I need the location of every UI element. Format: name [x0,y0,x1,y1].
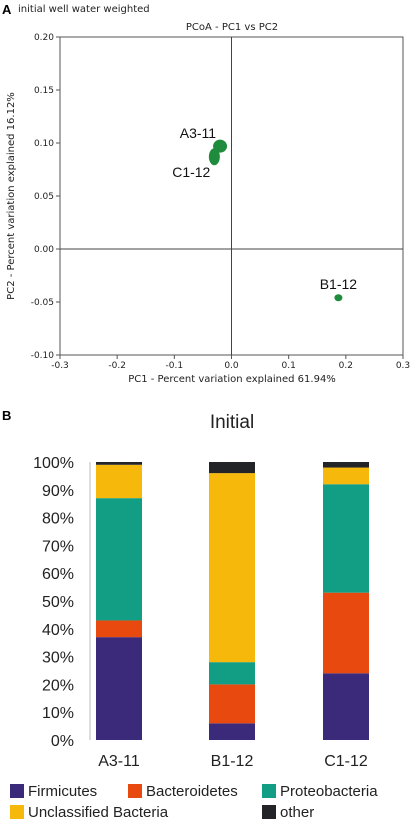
bar-x-tick-label: B1-12 [211,753,254,770]
pcoa-x-tick-label: -0.1 [166,361,184,371]
bar-segment-proteobacteria [96,498,142,621]
legend-item-firmicutes: Firmicutes [10,783,97,800]
bar-y-tick-label: 40% [42,622,74,639]
bar-y-tick-label: 60% [42,566,74,583]
legend-label: Firmicutes [28,783,97,800]
pcoa-y-tick-label: 0.20 [34,33,54,43]
bar-y-tick-label: 90% [42,483,74,500]
pcoa-panel: A initial well water weighted PCoA - PC1… [2,2,410,385]
pcoa-title: PCoA - PC1 vs PC2 [186,22,278,33]
bar-segment-firmicutes [323,673,369,740]
pcoa-point-label: C1-12 [172,164,210,180]
pcoa-y-tick-label: 0.05 [34,192,54,202]
pcoa-y-tick-label: 0.10 [34,139,54,149]
pcoa-x-tick-label: -0.2 [108,361,126,371]
pcoa-x-tick-label: 0.0 [224,361,239,371]
bar-segment-other [209,462,255,474]
bar-y-tick-label: 0% [51,733,74,750]
bar-y-tick-label: 50% [42,594,74,611]
pcoa-origin-lines [60,37,403,355]
pcoa-x-tick-label: -0.3 [51,361,69,371]
bar-legend: Firmicutes Bacteroidetes Proteobacteria Unc… [10,783,378,821]
pcoa-subtitle: initial well water weighted [18,4,150,15]
pcoa-x-tick-label: 0.1 [282,361,296,371]
legend-swatch [262,784,276,798]
legend-swatch [262,805,276,819]
pcoa-x-tick-label: 0.3 [396,361,410,371]
bar-segment-bacteroidetes [209,684,255,724]
bar-stacks [96,462,369,740]
pcoa-y-ticks: 0.20 0.15 0.10 0.05 0.00 -0.05 -0.10 [31,33,60,361]
bar-chart-title: Initial [210,412,254,433]
legend-swatch [10,805,24,819]
bar-segment-proteobacteria [209,662,255,685]
pcoa-point-label: B1-12 [320,276,358,292]
pcoa-point-label: A3-11 [180,125,217,141]
bar-x-ticks: A3-11 B1-12 C1-12 [98,753,368,770]
bar-stack-b1-12 [209,462,255,740]
bar-segment-bacteroidetes [96,620,142,638]
legend-label: Bacteroidetes [146,783,238,800]
bar-y-tick-label: 20% [42,677,74,694]
bar-stack-a3-11 [96,462,142,740]
legend-item-unclassified-bacteria: Unclassified Bacteria [10,804,169,821]
bar-segment-bacteroidetes [323,592,369,674]
bar-y-tick-label: 70% [42,538,74,555]
panel-b-letter: B [2,408,11,423]
bar-x-tick-label: A3-11 [98,753,140,770]
legend-label: Unclassified Bacteria [28,804,169,821]
legend-label: other [280,804,314,821]
legend-item-bacteroidetes: Bacteroidetes [128,783,238,800]
bar-y-tick-label: 100% [33,455,74,472]
bar-segment-firmicutes [209,723,255,740]
pcoa-x-axis-label: PC1 - Percent variation explained 61.94% [128,374,336,385]
bar-y-tick-label: 10% [42,705,74,722]
legend-item-proteobacteria: Proteobacteria [262,783,378,800]
legend-item-other: other [262,804,314,821]
pcoa-y-tick-label: -0.05 [31,298,54,308]
pcoa-x-tick-label: 0.2 [339,361,353,371]
pcoa-x-ticks: -0.3 -0.2 -0.1 0.0 0.1 0.2 0.3 [51,355,410,371]
pcoa-point-b1-12 [334,294,343,302]
bar-segment-firmicutes [96,637,142,740]
bar-segment-other [96,462,142,465]
pcoa-y-tick-label: 0.15 [34,86,54,96]
bar-segment-proteobacteria [323,484,369,593]
pcoa-point-c1-12 [208,148,220,166]
pcoa-y-axis-label: PC2 - Percent variation explained 16.12% [6,92,17,300]
pcoa-y-tick-label: -0.10 [31,351,55,361]
bar-y-tick-label: 30% [42,650,74,667]
bar-segment-other [323,462,369,468]
bar-x-tick-label: C1-12 [324,753,368,770]
legend-label: Proteobacteria [280,783,378,800]
pcoa-y-tick-label: 0.00 [34,245,54,255]
pcoa-points: A3-11 C1-12 B1-12 [172,125,358,302]
legend-swatch [10,784,24,798]
bar-stack-c1-12 [323,462,369,740]
bar-y-tick-label: 80% [42,511,74,528]
stacked-bar-panel: B Initial 0% 10% 20% 30% 40% 50% 60% 70% 80% 90% 1… [2,408,378,821]
bar-segment-unclassified-bacteria [323,467,369,485]
legend-swatch [128,784,142,798]
bar-segment-unclassified-bacteria [209,473,255,663]
panel-a-letter: A [2,2,12,17]
bar-y-ticks: 0% 10% 20% 30% 40% 50% 60% 70% 80% 90% 100% [33,455,91,750]
bar-segment-unclassified-bacteria [96,464,142,499]
